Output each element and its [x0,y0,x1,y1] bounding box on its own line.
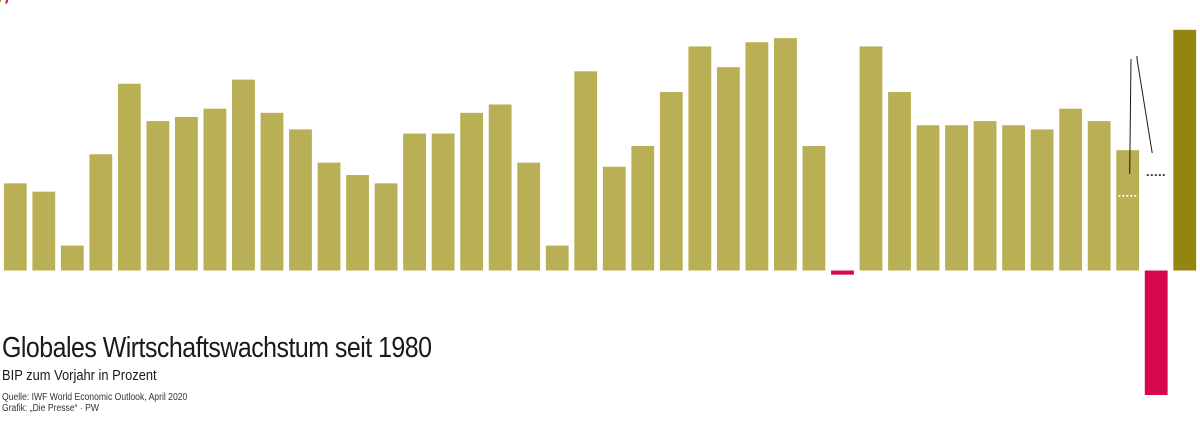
bar [660,92,683,270]
bar [631,146,654,271]
source-note: Quelle: IWF World Economic Outlook, Apri… [2,392,432,403]
bar [1173,30,1196,271]
bar [204,109,227,271]
bar [888,92,911,270]
chart-subtitle: BIP zum Vorjahr in Prozent [2,368,432,384]
bar [289,129,312,270]
bar [1116,150,1139,270]
bar [945,125,968,270]
bar [118,84,141,271]
bar [917,125,940,270]
title-block: Globales Wirtschaftswachstum seit 1980 B… [2,332,501,414]
bar [146,121,169,270]
bar [1031,129,1054,270]
bar [489,105,512,271]
bar [403,134,426,271]
bar [574,71,597,270]
bar [460,113,483,271]
forecast-leader-line [1137,56,1152,153]
bar [717,67,740,270]
bar [432,134,455,271]
bar [546,246,569,271]
forecast-value-label: 2,3 [0,0,10,3]
bar [974,121,997,270]
bar [517,163,540,271]
chart-title: Globales Wirtschaftswachstum seit 1980 [2,332,432,364]
bar [261,113,284,271]
bar [175,117,198,271]
bar [232,80,255,271]
bar [61,246,84,271]
bar [803,146,826,271]
bar [318,163,341,271]
bar [1002,125,1025,270]
bar [375,183,398,270]
bar [603,167,626,271]
bar [1059,109,1082,271]
bar [32,192,55,271]
bar [89,154,112,270]
bar [745,42,768,270]
bar [774,38,797,270]
bar [860,46,883,270]
credit-note: Grafik: „Die Presse“ · PW [2,403,432,414]
bar [1145,271,1168,396]
bar [831,271,854,275]
bar [4,183,27,270]
bar [1088,121,1111,270]
bar [346,175,369,270]
bar [688,46,711,270]
